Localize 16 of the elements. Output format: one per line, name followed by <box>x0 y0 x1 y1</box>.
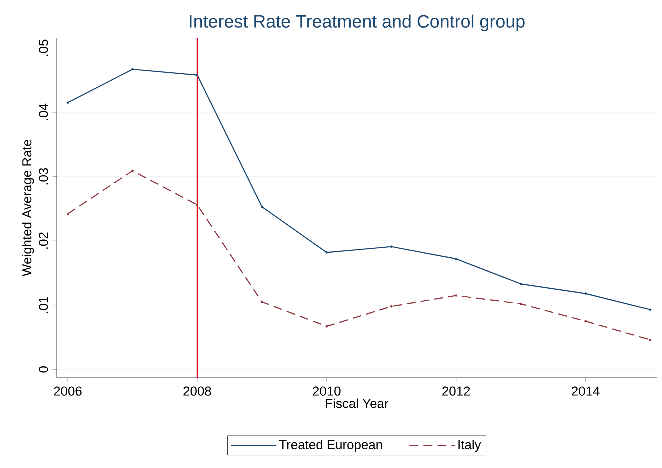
x-tick-label: 2010 <box>313 386 341 396</box>
legend-label: Italy <box>458 440 482 452</box>
x-tick-label: 2012 <box>442 386 470 396</box>
y-tick-label: .01 <box>39 296 48 314</box>
y-tick-label: .04 <box>39 104 48 120</box>
x-axis-title: Fiscal Year <box>326 398 389 408</box>
y-tick-label: 0 <box>39 366 48 373</box>
y-tick-label: .03 <box>39 168 48 185</box>
y-axis-title: Weighted Average Rate <box>22 140 34 276</box>
y-tick-label: .05 <box>39 40 48 56</box>
y-tick-label: .02 <box>39 232 48 249</box>
legend-label: Treated European <box>279 440 382 452</box>
x-tick-label: 2014 <box>572 386 600 396</box>
chart-title: Interest Rate Treatment and Control group <box>190 14 525 32</box>
x-tick-label: 2008 <box>184 386 212 396</box>
x-tick-label: 2006 <box>54 386 82 396</box>
